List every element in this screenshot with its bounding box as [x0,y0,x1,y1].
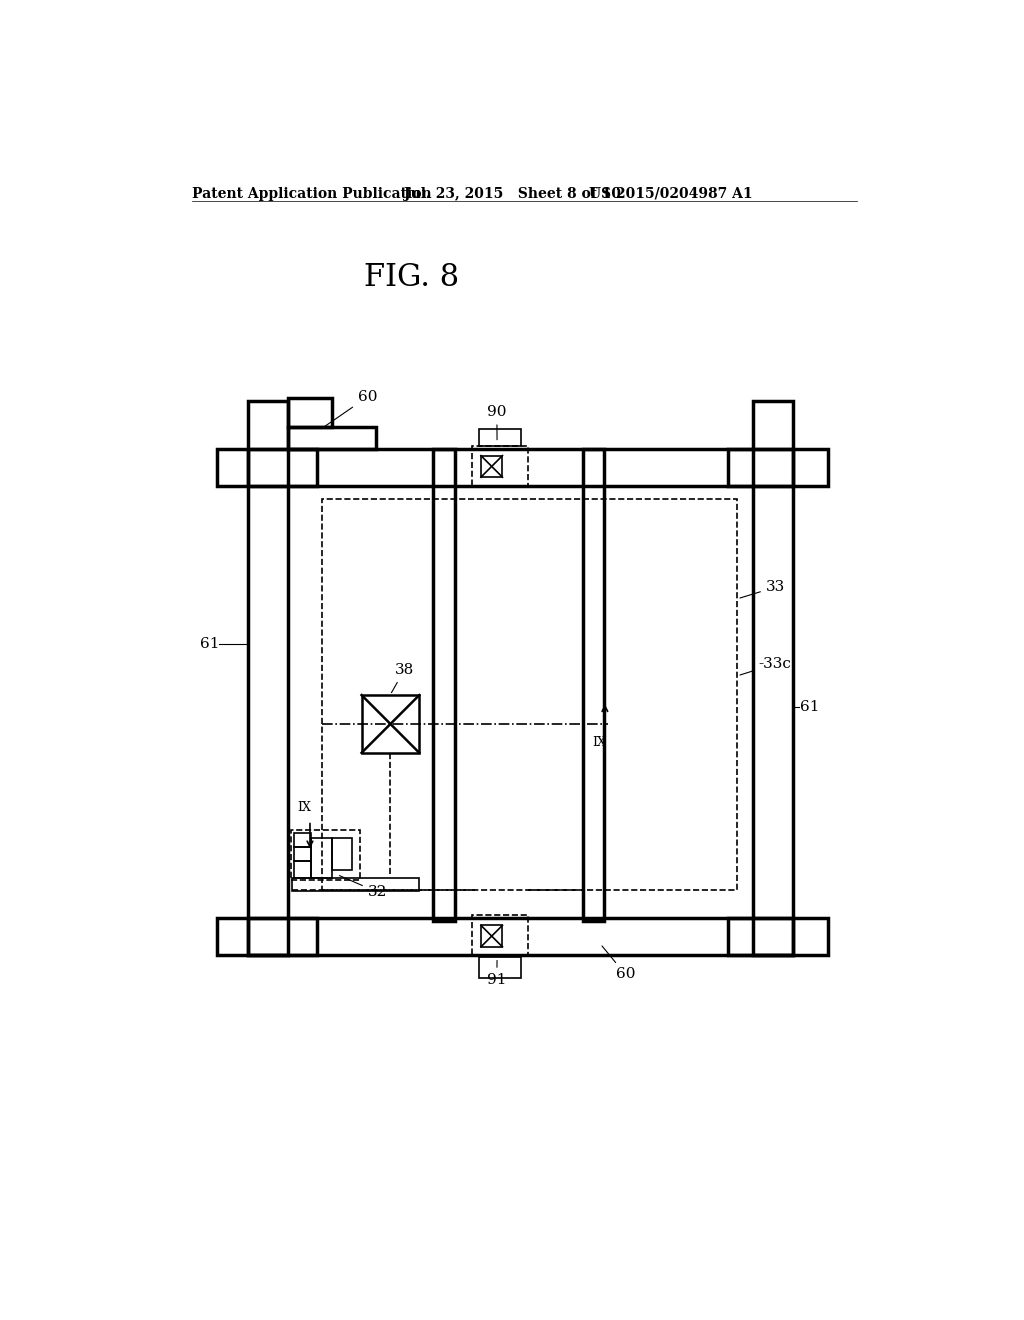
Bar [728,449,828,486]
Bar [583,449,604,921]
Bar [291,830,360,880]
Bar [310,838,333,878]
Text: 38: 38 [391,664,414,693]
Text: 90: 90 [487,405,507,440]
Bar [361,696,419,752]
Bar [248,401,288,956]
Text: 91: 91 [487,961,507,987]
Bar [753,401,793,956]
Text: IX: IX [297,801,310,814]
Bar [217,919,316,956]
Bar [292,878,419,891]
Bar [294,847,310,861]
Bar [481,455,503,478]
Text: -33c: -33c [740,657,791,675]
Bar [472,446,528,486]
Text: FIG. 8: FIG. 8 [365,263,459,293]
Text: 61: 61 [200,636,219,651]
Bar [478,429,521,446]
Text: IX: IX [592,737,605,748]
Bar [294,861,310,878]
Bar [288,428,376,449]
Bar [217,449,316,486]
Bar [248,449,793,486]
Bar [481,925,503,946]
Text: 32: 32 [340,875,387,899]
Bar [472,915,528,956]
Bar [294,833,310,847]
Bar [333,838,351,870]
Text: US 2015/0204987 A1: US 2015/0204987 A1 [589,187,753,201]
Text: 33: 33 [740,581,785,598]
Bar [322,499,737,890]
Text: 60: 60 [602,946,635,982]
Bar [478,957,521,978]
Bar [288,397,333,428]
Bar [728,919,828,956]
Text: 61: 61 [801,700,820,714]
Bar [248,919,793,956]
Bar [433,449,455,921]
Text: Patent Application Publication: Patent Application Publication [193,187,432,201]
Text: Jul. 23, 2015   Sheet 8 of 10: Jul. 23, 2015 Sheet 8 of 10 [403,187,621,201]
Text: 60: 60 [322,389,377,429]
